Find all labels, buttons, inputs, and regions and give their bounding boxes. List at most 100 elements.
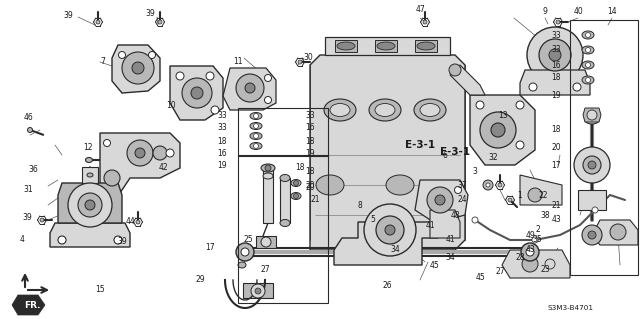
Circle shape <box>588 231 596 239</box>
Circle shape <box>549 49 561 61</box>
Polygon shape <box>415 180 468 223</box>
Text: 12: 12 <box>83 144 93 152</box>
Circle shape <box>148 51 156 58</box>
Text: 8: 8 <box>358 201 362 210</box>
Text: 18: 18 <box>305 167 315 176</box>
Text: 6: 6 <box>443 151 447 160</box>
Circle shape <box>158 20 162 24</box>
Circle shape <box>40 218 44 222</box>
Ellipse shape <box>417 42 435 50</box>
Circle shape <box>588 161 596 169</box>
Ellipse shape <box>582 76 594 84</box>
Text: 39: 39 <box>63 11 73 19</box>
Circle shape <box>294 194 298 198</box>
Ellipse shape <box>250 122 262 130</box>
Text: 16: 16 <box>305 123 315 132</box>
Polygon shape <box>583 108 601 122</box>
Polygon shape <box>50 223 130 247</box>
Bar <box>570 20 638 275</box>
Text: 18: 18 <box>217 137 227 145</box>
Polygon shape <box>263 168 273 223</box>
Circle shape <box>486 183 490 187</box>
Text: 45: 45 <box>475 273 485 283</box>
Text: 15: 15 <box>95 286 105 294</box>
Text: E-3-1: E-3-1 <box>405 140 435 150</box>
Circle shape <box>176 72 184 80</box>
Ellipse shape <box>291 180 301 187</box>
Ellipse shape <box>316 175 344 195</box>
Text: 44: 44 <box>125 218 135 226</box>
Text: 33: 33 <box>217 123 227 132</box>
Text: 33: 33 <box>551 31 561 40</box>
Text: 49: 49 <box>525 231 535 240</box>
Text: 34: 34 <box>390 246 400 255</box>
Ellipse shape <box>250 132 262 139</box>
Circle shape <box>132 62 144 74</box>
Ellipse shape <box>280 174 290 182</box>
Circle shape <box>586 48 591 53</box>
Circle shape <box>253 123 259 129</box>
Circle shape <box>118 51 125 58</box>
Text: 30: 30 <box>303 54 313 63</box>
Text: 11: 11 <box>233 57 243 66</box>
Polygon shape <box>470 95 535 165</box>
Circle shape <box>28 128 33 132</box>
Circle shape <box>261 237 271 247</box>
Text: 17: 17 <box>551 160 561 169</box>
Text: 20: 20 <box>305 181 315 189</box>
Ellipse shape <box>86 158 93 162</box>
Circle shape <box>539 39 571 71</box>
Ellipse shape <box>585 116 599 124</box>
Text: 43: 43 <box>525 246 535 255</box>
Polygon shape <box>112 45 160 93</box>
Text: 16: 16 <box>217 149 227 158</box>
Circle shape <box>122 52 154 84</box>
Polygon shape <box>450 65 485 95</box>
Polygon shape <box>502 250 570 278</box>
Circle shape <box>135 148 145 158</box>
Ellipse shape <box>263 173 273 179</box>
Circle shape <box>532 237 538 243</box>
Polygon shape <box>430 210 460 238</box>
Ellipse shape <box>582 46 594 54</box>
Text: 22: 22 <box>538 190 548 199</box>
Circle shape <box>385 225 395 235</box>
Text: E-3-1: E-3-1 <box>440 147 470 157</box>
Text: 18: 18 <box>305 137 315 145</box>
Circle shape <box>294 181 298 186</box>
Text: 19: 19 <box>305 149 315 158</box>
Circle shape <box>206 72 214 80</box>
Text: FR.: FR. <box>24 300 40 309</box>
Circle shape <box>545 259 555 269</box>
Text: 33: 33 <box>551 46 561 55</box>
Circle shape <box>104 170 120 186</box>
Polygon shape <box>520 70 590 95</box>
Polygon shape <box>243 283 273 298</box>
Text: 18: 18 <box>295 164 305 173</box>
Text: 31: 31 <box>23 186 33 195</box>
Text: 39: 39 <box>22 213 32 222</box>
Text: 33: 33 <box>217 110 227 120</box>
Circle shape <box>476 101 484 109</box>
Ellipse shape <box>375 103 395 116</box>
Text: 26: 26 <box>382 280 392 290</box>
Circle shape <box>58 236 66 244</box>
Polygon shape <box>415 40 437 52</box>
Polygon shape <box>375 40 397 52</box>
Circle shape <box>454 187 461 194</box>
Text: 32: 32 <box>488 153 498 162</box>
Polygon shape <box>334 222 438 265</box>
Ellipse shape <box>420 103 440 116</box>
Circle shape <box>264 75 271 81</box>
Text: 18: 18 <box>551 125 561 135</box>
Circle shape <box>166 149 174 157</box>
Circle shape <box>264 97 271 103</box>
Ellipse shape <box>261 164 275 172</box>
Circle shape <box>508 198 512 202</box>
Circle shape <box>592 207 598 213</box>
Text: 48: 48 <box>450 211 460 219</box>
Text: 36: 36 <box>28 166 38 174</box>
Circle shape <box>521 243 539 261</box>
Circle shape <box>586 63 591 68</box>
Text: 47: 47 <box>415 5 425 14</box>
